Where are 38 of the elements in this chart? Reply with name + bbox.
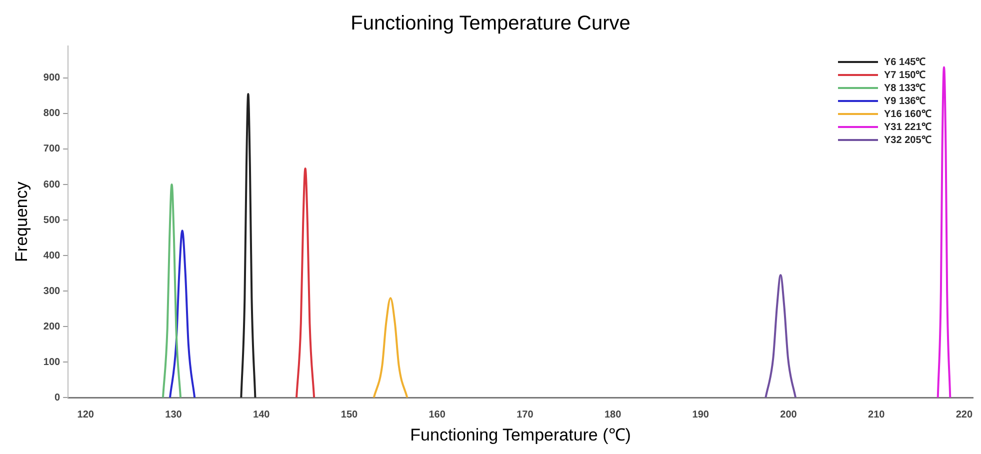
line-series [296, 168, 316, 398]
chart-title: Functioning Temperature Curve [350, 12, 630, 35]
legend-label: Y31 221℃ [884, 122, 932, 133]
x-tick-label: 120 [77, 409, 94, 420]
y-tick-label: 800 [43, 108, 61, 120]
x-tick-label: 210 [868, 409, 886, 420]
line-series [162, 184, 182, 398]
x-tick-label: 140 [253, 409, 270, 420]
y-tick-label: 500 [43, 214, 61, 226]
y-tick-label: 300 [43, 286, 61, 297]
y-tick-label: 0 [54, 392, 61, 404]
x-tick-label: 200 [780, 409, 798, 420]
y-tick-label: 200 [43, 321, 61, 332]
legend-label: Y7 150℃ [884, 70, 926, 81]
x-tick-label: 160 [428, 409, 446, 420]
legend-label: Y16 160℃ [884, 108, 932, 120]
legend-label: Y8 133℃ [884, 82, 926, 94]
y-axis-title: Frequency [12, 181, 31, 262]
legend-label: Y9 136℃ [884, 96, 926, 107]
x-tick-label: 170 [516, 409, 534, 420]
line-series [936, 66, 952, 398]
y-tick-label: 700 [43, 144, 61, 155]
x-axis-title: Functioning Temperature (℃) [410, 425, 631, 444]
y-tick-label: 900 [43, 72, 61, 84]
x-tick-label: 130 [165, 409, 182, 420]
y-tick-label: 100 [43, 356, 61, 368]
legend-label: Y6 145℃ [884, 56, 926, 68]
x-tick-label: 150 [340, 409, 358, 420]
legend-label: Y32 205℃ [884, 134, 932, 146]
x-tick-label: 220 [956, 409, 973, 420]
line-series [372, 297, 408, 398]
line-series [169, 230, 196, 398]
line-series [240, 92, 256, 398]
line-series [764, 274, 797, 398]
x-tick-label: 180 [604, 409, 622, 420]
x-tick-label: 190 [692, 409, 710, 420]
y-tick-label: 400 [43, 250, 61, 262]
y-tick-label: 600 [43, 179, 61, 190]
